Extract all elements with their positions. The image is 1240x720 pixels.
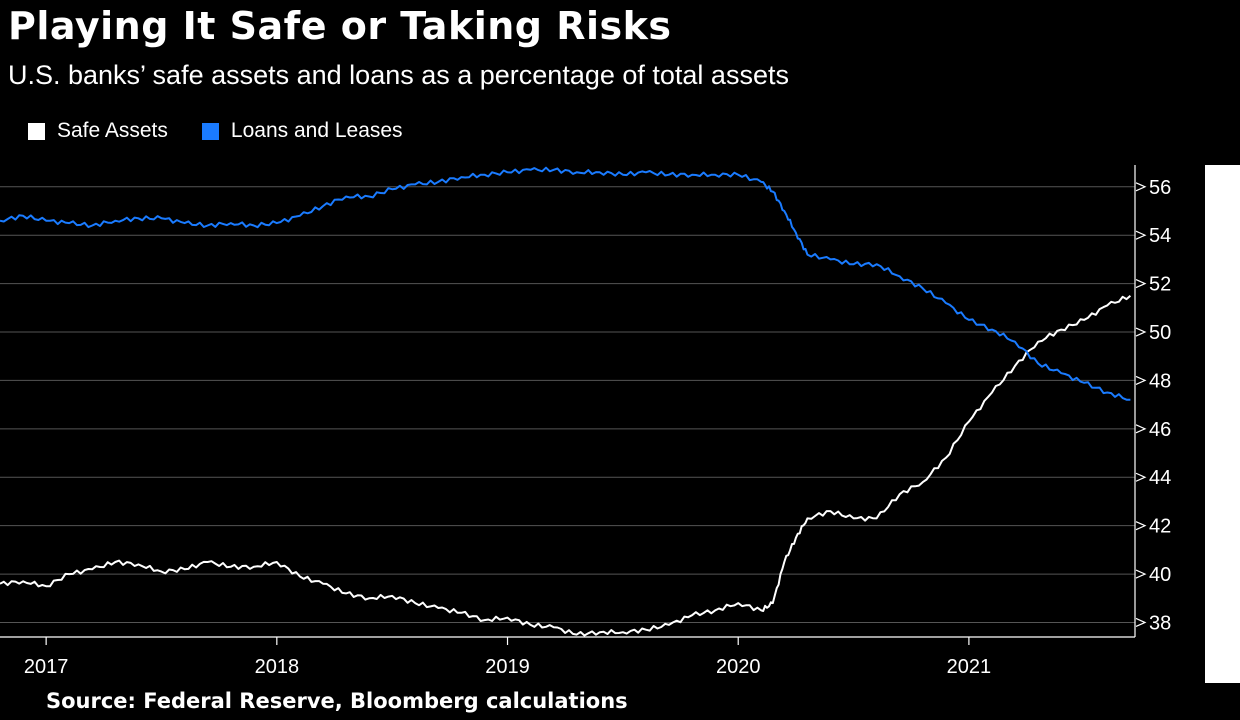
y-tick-mark-48 (1135, 375, 1147, 385)
y-tick-mark-52 (1135, 279, 1147, 289)
y-tick-mark-42 (1135, 521, 1147, 531)
y-tick-mark-50 (1135, 327, 1147, 337)
chart-legend: Safe Assets Loans and Leases (28, 119, 437, 143)
legend-swatch-safe-assets (28, 122, 45, 140)
y-tick-mark-38 (1135, 617, 1147, 628)
series-line-safe-assets (0, 294, 1132, 637)
y-tick-label-42: 42 (1149, 516, 1171, 538)
y-tick-label-46: 46 (1149, 419, 1171, 441)
y-tick-mark-56 (1135, 182, 1147, 192)
legend-label-loans-and-leases: Loans and Leases (230, 119, 403, 142)
y-tick-label-38: 38 (1149, 612, 1171, 634)
source-note: Source: Federal Reserve, Bloomberg calcu… (46, 689, 628, 713)
y-tick-mark-46 (1135, 424, 1147, 434)
y-tick-label-56: 56 (1149, 177, 1171, 199)
chart-subtitle: U.S. banks’ safe assets and loans as a p… (8, 60, 789, 90)
x-tick-label-2017: 2017 (24, 656, 69, 678)
y-tick-label-52: 52 (1149, 274, 1171, 296)
x-tick-label-2019: 2019 (485, 656, 530, 678)
legend-item-loans-and-leases: Loans and Leases (201, 119, 403, 143)
y-tick-mark-54 (1135, 230, 1147, 240)
legend-item-safe-assets: Safe Assets (28, 119, 168, 143)
x-tick-label-2021: 2021 (947, 656, 992, 678)
x-tick-label-2018: 2018 (255, 656, 300, 678)
y-tick-label-48: 48 (1149, 370, 1171, 392)
chart-title: Playing It Safe or Taking Risks (8, 4, 672, 48)
y-tick-label-54: 54 (1149, 225, 1171, 247)
side-panel-strip (1205, 165, 1240, 683)
legend-label-safe-assets: Safe Assets (57, 119, 168, 142)
y-tick-label-44: 44 (1149, 467, 1171, 489)
y-tick-mark-40 (1135, 569, 1147, 579)
y-tick-label-40: 40 (1149, 564, 1171, 586)
y-tick-label-50: 50 (1149, 322, 1171, 344)
legend-swatch-loans-and-leases (201, 122, 219, 140)
x-tick-label-2020: 2020 (716, 656, 761, 678)
y-tick-mark-44 (1135, 472, 1147, 482)
series-line-loans-and-leases (0, 166, 1131, 401)
